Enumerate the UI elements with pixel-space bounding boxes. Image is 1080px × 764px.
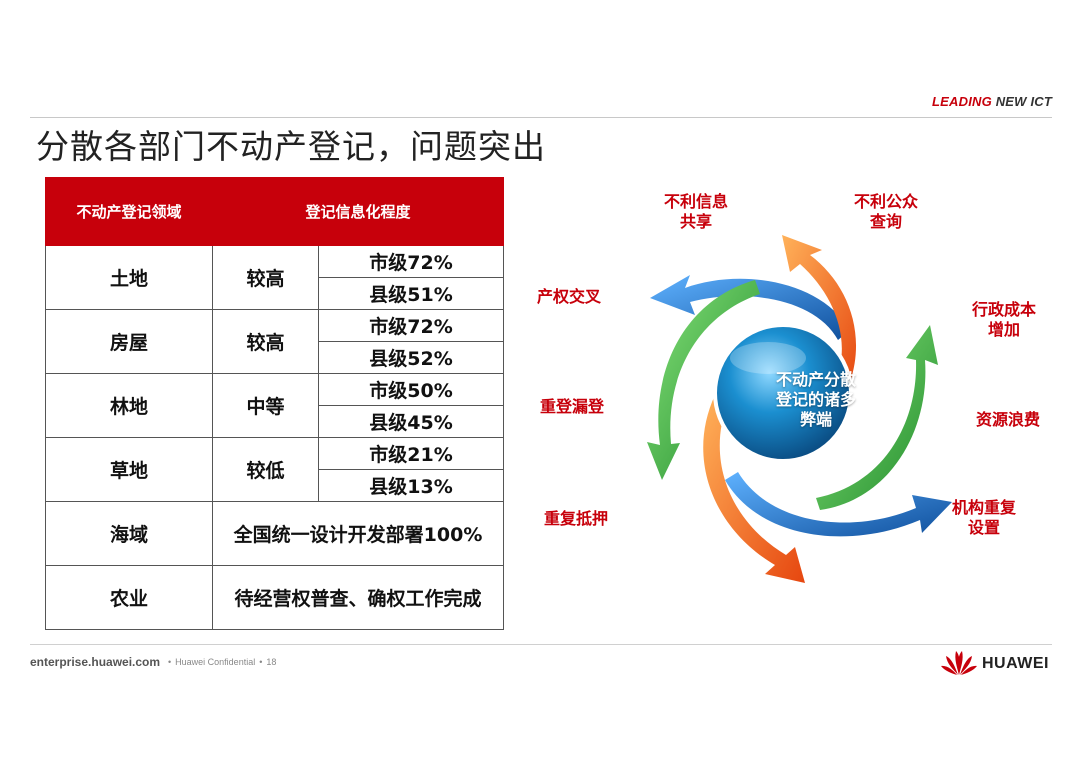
confidential-label: Huawei Confidential [175, 657, 256, 667]
problem-property-overlap: 产权交叉 [537, 287, 602, 306]
table-row: 房屋 较高 市级72% [45, 309, 505, 374]
row-city-stat: 市级72% [317, 309, 505, 342]
table-row: 县级52% [46, 341, 505, 374]
row-city-stat: 市级21% [317, 437, 505, 470]
problem-duplicate-agencies: 机构重复 设置 [952, 498, 1017, 537]
page-title: 分散各部门不动产登记，问题突出 [36, 127, 546, 166]
table-row: 草地 较低 市级21% [45, 437, 505, 502]
row-level: 较高 [212, 309, 319, 374]
center-label: 不动产分散 登记的诸多 弊端 [775, 370, 856, 429]
row-area: 农业 [45, 565, 213, 630]
table-row: 农业 待经营权普查、确权工作完成 [45, 565, 505, 630]
header-area: 不动产登记领域 [45, 177, 213, 246]
row-merged-note: 全国统一设计开发部署100% [211, 501, 505, 566]
table-row: 县级13% [46, 469, 505, 502]
problem-resource-waste: 资源浪费 [976, 410, 1041, 429]
page-number: 18 [266, 657, 277, 667]
top-divider [30, 117, 1052, 118]
problem-duplicate-mortgage: 重复抵押 [544, 509, 609, 528]
row-county-stat: 县级52% [317, 341, 505, 374]
swirl-diagram [647, 235, 952, 583]
row-county-stat: 县级45% [317, 405, 505, 438]
row-level: 较高 [212, 245, 319, 310]
huawei-logo: HUAWEI [940, 647, 1060, 679]
footer-confidential: • Huawei Confidential • 18 [168, 657, 277, 667]
brand-tagline: LEADING NEW ICT [932, 94, 1052, 109]
problem-info-sharing: 不利信息 共享 [664, 192, 729, 231]
row-level: 较低 [212, 437, 319, 502]
row-merged-note: 待经营权普查、确权工作完成 [211, 565, 505, 630]
row-city-stat: 市级50% [317, 373, 505, 406]
problem-public-query: 不利公众 查询 [854, 192, 919, 231]
table-header-row: 不动产登记领域 登记信息化程度 [45, 177, 505, 246]
registration-table: 不动产登记领域 登记信息化程度 土地 较高 市级72% 县级51% 房屋 较高 … [45, 177, 505, 630]
huawei-flower-icon [941, 651, 977, 675]
table-row: 林地 中等 市级50% [45, 373, 505, 438]
row-city-stat: 市级72% [317, 245, 505, 278]
tagline-new-ict: NEW ICT [991, 94, 1052, 109]
green-arrow-right [816, 325, 938, 510]
row-area: 土地 [45, 245, 213, 310]
table-row: 县级51% [46, 277, 505, 310]
row-area: 海域 [45, 501, 213, 566]
green-arrow-left [647, 280, 760, 480]
blue-arrow-bottom [725, 472, 952, 537]
row-county-stat: 县级51% [317, 277, 505, 310]
orange-arrow-bottom [703, 395, 805, 583]
row-area: 房屋 [45, 309, 213, 374]
footer-site: enterprise.huawei.com [30, 655, 161, 669]
blue-arrow-top [650, 275, 850, 340]
problem-duplicate-registration: 重登漏登 [540, 397, 605, 416]
logo-wordmark: HUAWEI [982, 655, 1049, 672]
row-county-stat: 县级13% [317, 469, 505, 502]
row-area: 草地 [45, 437, 213, 502]
table-row: 海域 全国统一设计开发部署100% [45, 501, 505, 566]
center-sphere [713, 323, 853, 463]
bottom-divider [30, 644, 1052, 645]
header-informatization: 登记信息化程度 [211, 177, 505, 246]
problem-admin-cost: 行政成本 增加 [972, 300, 1037, 339]
row-area: 林地 [45, 373, 213, 438]
table-row: 土地 较高 市级72% [45, 245, 505, 310]
tagline-leading: LEADING [932, 94, 992, 109]
row-level: 中等 [212, 373, 319, 438]
